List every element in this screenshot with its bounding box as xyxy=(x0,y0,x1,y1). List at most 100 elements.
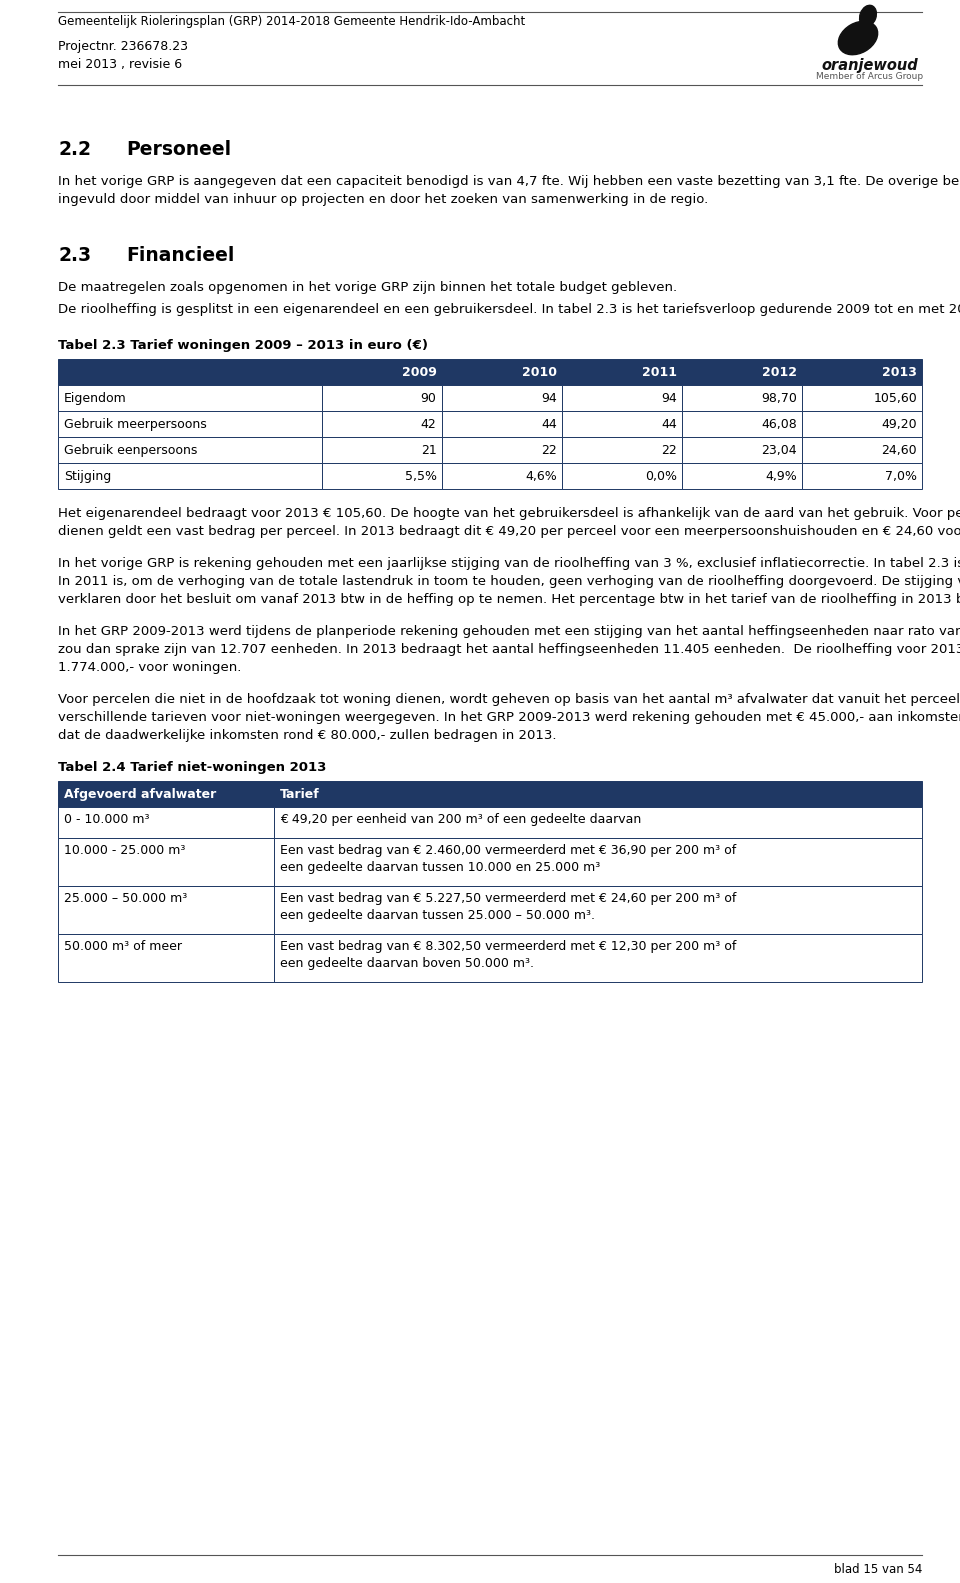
Bar xyxy=(322,437,442,462)
Bar xyxy=(562,462,682,489)
Bar xyxy=(58,385,322,412)
Text: Een vast bedrag van € 8.302,50 vermeerderd met € 12,30 per 200 m³ of: Een vast bedrag van € 8.302,50 vermeerde… xyxy=(280,940,736,953)
Text: 4,6%: 4,6% xyxy=(525,470,557,483)
Text: Member of Arcus Group: Member of Arcus Group xyxy=(816,71,924,81)
Bar xyxy=(442,462,562,489)
Text: 2012: 2012 xyxy=(762,366,797,378)
Text: 2009: 2009 xyxy=(401,366,437,378)
Text: Eigendom: Eigendom xyxy=(64,391,127,405)
Bar xyxy=(802,437,922,462)
Text: een gedeelte daarvan tussen 10.000 en 25.000 m³: een gedeelte daarvan tussen 10.000 en 25… xyxy=(280,861,600,874)
Bar xyxy=(682,412,802,437)
Text: De maatregelen zoals opgenomen in het vorige GRP zijn binnen het totale budget g: De maatregelen zoals opgenomen in het vo… xyxy=(58,282,677,294)
Ellipse shape xyxy=(838,21,877,55)
Text: 25.000 – 50.000 m³: 25.000 – 50.000 m³ xyxy=(64,891,187,905)
Text: 10.000 - 25.000 m³: 10.000 - 25.000 m³ xyxy=(64,844,185,856)
Text: 105,60: 105,60 xyxy=(874,391,917,405)
Bar xyxy=(802,385,922,412)
Text: 46,08: 46,08 xyxy=(761,418,797,431)
Text: € 49,20 per eenheid van 200 m³ of een gedeelte daarvan: € 49,20 per eenheid van 200 m³ of een ge… xyxy=(280,814,641,826)
Bar xyxy=(58,886,274,934)
Bar xyxy=(58,780,274,807)
Bar xyxy=(562,412,682,437)
Text: 24,60: 24,60 xyxy=(881,443,917,456)
Bar xyxy=(682,437,802,462)
Text: Tabel 2.3 Tarief woningen 2009 – 2013 in euro (€): Tabel 2.3 Tarief woningen 2009 – 2013 in… xyxy=(58,339,428,351)
Text: dat de daadwerkelijke inkomsten rond € 80.000,- zullen bedragen in 2013.: dat de daadwerkelijke inkomsten rond € 8… xyxy=(58,730,557,742)
Text: Gebruik meerpersoons: Gebruik meerpersoons xyxy=(64,418,206,431)
Text: zou dan sprake zijn van 12.707 eenheden. In 2013 bedraagt het aantal heffingseen: zou dan sprake zijn van 12.707 eenheden.… xyxy=(58,643,960,655)
Text: 90: 90 xyxy=(420,391,437,405)
Ellipse shape xyxy=(859,5,876,27)
Text: verklaren door het besluit om vanaf 2013 btw in de heffing op te nemen. Het perc: verklaren door het besluit om vanaf 2013… xyxy=(58,594,960,606)
Text: 44: 44 xyxy=(541,418,557,431)
Bar xyxy=(322,462,442,489)
Bar xyxy=(442,412,562,437)
Text: Een vast bedrag van € 2.460,00 vermeerderd met € 36,90 per 200 m³ of: Een vast bedrag van € 2.460,00 vermeerde… xyxy=(280,844,736,856)
Text: dienen geldt een vast bedrag per perceel. In 2013 bedraagt dit € 49,20 per perce: dienen geldt een vast bedrag per perceel… xyxy=(58,526,960,538)
Text: 94: 94 xyxy=(661,391,677,405)
Text: 22: 22 xyxy=(661,443,677,456)
Text: De rioolheffing is gesplitst in een eigenarendeel en een gebruikersdeel. In tabe: De rioolheffing is gesplitst in een eige… xyxy=(58,302,960,317)
Bar xyxy=(322,385,442,412)
Bar xyxy=(442,385,562,412)
Text: 22: 22 xyxy=(541,443,557,456)
Text: 0 - 10.000 m³: 0 - 10.000 m³ xyxy=(64,814,150,826)
Text: 2010: 2010 xyxy=(521,366,557,378)
Text: In 2011 is, om de verhoging van de totale lastendruk in toom te houden, geen ver: In 2011 is, om de verhoging van de total… xyxy=(58,575,960,587)
Text: 49,20: 49,20 xyxy=(881,418,917,431)
Text: 1.774.000,- voor woningen.: 1.774.000,- voor woningen. xyxy=(58,662,241,674)
Text: Het eigenarendeel bedraagt voor 2013 € 105,60. De hoogte van het gebruikersdeel : Het eigenarendeel bedraagt voor 2013 € 1… xyxy=(58,507,960,519)
Text: blad 15 van 54: blad 15 van 54 xyxy=(833,1562,922,1577)
Bar xyxy=(58,359,322,385)
Text: 21: 21 xyxy=(420,443,437,456)
Text: 2.3: 2.3 xyxy=(58,245,91,264)
Text: een gedeelte daarvan tussen 25.000 – 50.000 m³.: een gedeelte daarvan tussen 25.000 – 50.… xyxy=(280,909,595,921)
Text: oranjewoud: oranjewoud xyxy=(822,59,919,73)
Bar xyxy=(58,462,322,489)
Text: Projectnr. 236678.23: Projectnr. 236678.23 xyxy=(58,40,188,52)
Bar xyxy=(802,462,922,489)
Bar xyxy=(562,385,682,412)
Text: 44: 44 xyxy=(661,418,677,431)
Text: 2.2: 2.2 xyxy=(58,139,91,158)
Text: ingevuld door middel van inhuur op projecten en door het zoeken van samenwerking: ingevuld door middel van inhuur op proje… xyxy=(58,193,708,206)
Text: In het GRP 2009-2013 werd tijdens de planperiode rekening gehouden met een stijg: In het GRP 2009-2013 werd tijdens de pla… xyxy=(58,625,960,638)
Text: 4,9%: 4,9% xyxy=(765,470,797,483)
Bar xyxy=(682,462,802,489)
Bar xyxy=(682,359,802,385)
Bar xyxy=(58,437,322,462)
Bar xyxy=(322,412,442,437)
Bar xyxy=(58,934,274,981)
Text: 50.000 m³ of meer: 50.000 m³ of meer xyxy=(64,940,182,953)
Bar xyxy=(802,412,922,437)
Bar xyxy=(682,385,802,412)
Bar xyxy=(274,886,922,934)
Text: Gemeentelijk Rioleringsplan (GRP) 2014-2018 Gemeente Hendrik-Ido-Ambacht: Gemeentelijk Rioleringsplan (GRP) 2014-2… xyxy=(58,14,525,28)
Bar xyxy=(442,437,562,462)
Text: Stijging: Stijging xyxy=(64,470,111,483)
Bar xyxy=(562,359,682,385)
Text: 2013: 2013 xyxy=(882,366,917,378)
Bar xyxy=(274,780,922,807)
Bar xyxy=(58,807,274,837)
Text: verschillende tarieven voor niet-woningen weergegeven. In het GRP 2009-2013 werd: verschillende tarieven voor niet-woninge… xyxy=(58,711,960,723)
Text: Tarief: Tarief xyxy=(280,787,320,801)
Text: 5,5%: 5,5% xyxy=(404,470,437,483)
Bar xyxy=(58,412,322,437)
Text: Financieel: Financieel xyxy=(126,245,234,264)
Text: Gebruik eenpersoons: Gebruik eenpersoons xyxy=(64,443,198,456)
Text: 7,0%: 7,0% xyxy=(885,470,917,483)
Bar xyxy=(322,359,442,385)
Bar xyxy=(274,807,922,837)
Bar xyxy=(442,359,562,385)
Bar xyxy=(274,934,922,981)
Text: 98,70: 98,70 xyxy=(761,391,797,405)
Bar xyxy=(562,437,682,462)
Text: 94: 94 xyxy=(541,391,557,405)
Text: 0,0%: 0,0% xyxy=(645,470,677,483)
Text: In het vorige GRP is rekening gehouden met een jaarlijkse stijging van de rioolh: In het vorige GRP is rekening gehouden m… xyxy=(58,557,960,570)
Text: een gedeelte daarvan boven 50.000 m³.: een gedeelte daarvan boven 50.000 m³. xyxy=(280,958,534,970)
Text: Een vast bedrag van € 5.227,50 vermeerderd met € 24,60 per 200 m³ of: Een vast bedrag van € 5.227,50 vermeerde… xyxy=(280,891,736,905)
Text: Afgevoerd afvalwater: Afgevoerd afvalwater xyxy=(64,787,216,801)
